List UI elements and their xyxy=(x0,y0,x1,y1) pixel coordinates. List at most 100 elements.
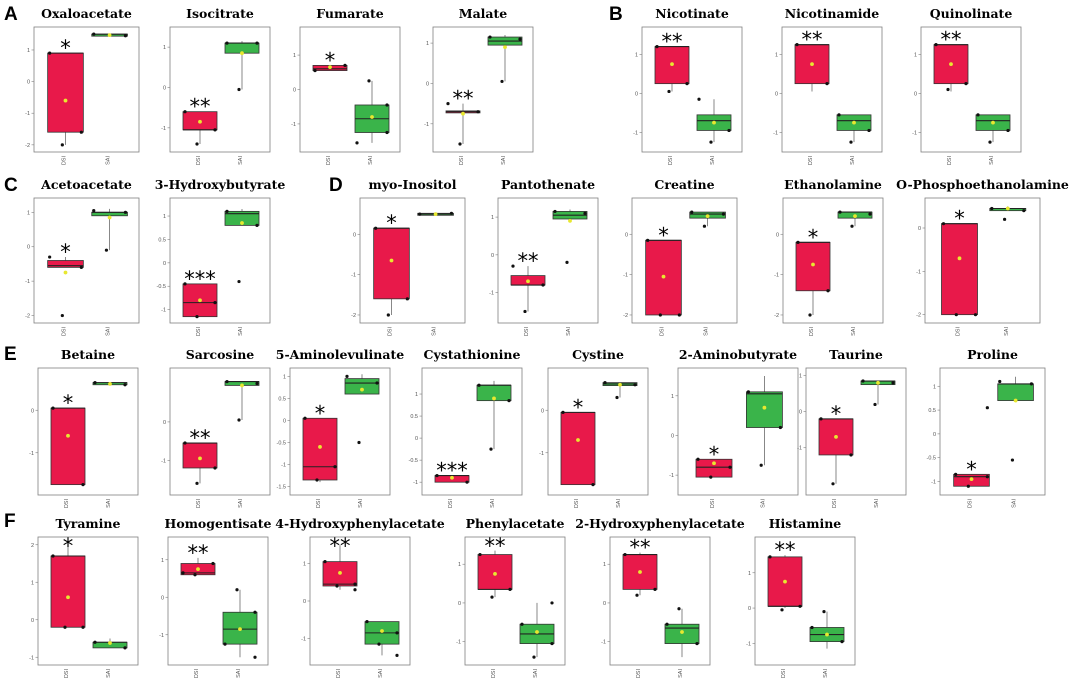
chart-cystathionine-dsi-xtick-label: DSI xyxy=(448,499,454,509)
chart-5-aminolevulinate-ytick-label: -1 xyxy=(281,463,286,469)
chart-2-aminobutyrate-sai-point xyxy=(778,425,783,430)
chart-myo-inositol-ytick-label: -2 xyxy=(351,313,356,319)
chart-nicotinamide: Nicotinamide -1 0 1 DSI SAI ** xyxy=(773,6,883,165)
chart-proline: Proline -1 -0.5 0 0.5 1 DSI SAI * xyxy=(927,347,1046,508)
chart-3-hydroxybutyrate-ytick-label: -1 xyxy=(161,308,166,314)
chart-2-aminobutyrate-sai-box xyxy=(746,391,783,428)
chart-betaine-sai-point xyxy=(123,383,127,387)
chart-isocitrate-dsi-point xyxy=(213,128,217,132)
chart-taurine-significance: * xyxy=(831,402,842,426)
chart-quinolinate-dsi-mean xyxy=(949,62,953,67)
chart-quinolinate-ytick-label: 0 xyxy=(914,91,917,97)
chart-phenylacetate-sai-xtick-label: SAI xyxy=(533,669,539,678)
chart-betaine-dsi-point xyxy=(51,406,55,410)
chart-cystathionine: Cystathionine -1 -0.5 0 0.5 1 DSI SAI *** xyxy=(409,347,523,509)
chart-myo-inositol-dsi-point xyxy=(374,226,378,230)
chart-isocitrate-dsi-point xyxy=(183,110,187,114)
chart-fumarate-sai-point xyxy=(367,79,371,83)
chart-proline-sai-box xyxy=(997,383,1034,401)
chart-5-aminolevulinate-ytick-label: 1 xyxy=(283,374,286,380)
chart-2-hydroxyphenylacetate-ytick-label: 1 xyxy=(603,562,606,568)
chart-creatine-dsi-xtick-label: DSI xyxy=(660,327,666,337)
chart-homogentisate-sai-point xyxy=(235,588,239,592)
chart-homogentisate-dsi-point xyxy=(211,561,215,566)
chart-ethanolamine-dsi-point xyxy=(796,240,800,244)
chart-o-phosphoethanolamine-sai-xtick-label: SAI xyxy=(1004,327,1010,336)
chart-homogentisate-ytick-label: 1 xyxy=(161,558,164,564)
chart-nicotinamide-ytick-label: -1 xyxy=(773,130,778,136)
chart-acetoacetate-dsi-box xyxy=(47,260,84,268)
chart-fumarate-sai-point xyxy=(385,103,389,107)
chart-nicotinate-sai-mean xyxy=(712,120,716,125)
chart-homogentisate-frame xyxy=(167,536,269,666)
chart-cystathionine-dsi-point xyxy=(435,473,439,478)
chart-cystine-sai-xtick-label: SAI xyxy=(616,499,622,508)
chart-acetoacetate-ytick-label: -1 xyxy=(25,279,30,285)
chart-nicotinamide-dsi-point xyxy=(825,82,829,86)
chart-oxaloacetate-sai-mean xyxy=(107,33,112,38)
chart-nicotinate: Nicotinate -1 0 1 DSI SAI ** xyxy=(633,6,743,165)
chart-2-hydroxyphenylacetate-dsi-point xyxy=(653,587,657,591)
chart-oxaloacetate-dsi-point xyxy=(48,51,52,55)
chart-tyramine-ytick-label: 2 xyxy=(31,543,34,549)
chart-pantothenate-dsi-point xyxy=(541,283,545,287)
chart-phenylacetate-sai-point xyxy=(532,655,536,659)
chart-creatine-ytick-label: 0 xyxy=(625,232,628,238)
chart-cystine-sai-mean xyxy=(618,382,622,387)
chart-isocitrate-ytick-label: 1 xyxy=(163,45,166,51)
chart-5-aminolevulinate-sai-point xyxy=(345,374,349,379)
chart-4-hydroxyphenylacetate-sai-point xyxy=(365,620,369,624)
chart-ethanolamine-ytick-label: -1 xyxy=(774,273,779,279)
panel-label-e: E xyxy=(4,344,17,365)
chart-creatine-dsi-mean xyxy=(661,274,666,279)
chart-homogentisate-dsi-xtick-label: DSI xyxy=(194,669,200,678)
chart-acetoacetate-dsi-mean xyxy=(63,270,68,275)
chart-myo-inositol-dsi-point xyxy=(405,297,409,301)
chart-cystine-title: Cystine xyxy=(572,347,624,362)
chart-isocitrate-dsi-point xyxy=(195,142,199,146)
chart-histamine-sai-xtick-label: SAI xyxy=(823,669,829,678)
chart-pantothenate-sai-mean xyxy=(568,218,572,223)
chart-pantothenate-sai-point xyxy=(553,209,557,214)
chart-cystine-ytick-label: -1 xyxy=(539,451,544,457)
chart-nicotinamide-sai-point xyxy=(867,128,871,133)
chart-2-aminobutyrate-dsi-xtick-label: DSI xyxy=(710,499,716,509)
chart-pantothenate-sai-point xyxy=(565,260,569,264)
chart-proline-sai-xtick-label: SAI xyxy=(1012,499,1018,508)
chart-phenylacetate-ytick-label: 1 xyxy=(458,562,461,568)
chart-tyramine-title: Tyramine xyxy=(56,516,121,531)
chart-4-hydroxyphenylacetate-dsi-point xyxy=(353,582,357,586)
chart-histamine-sai-point xyxy=(810,625,814,630)
chart-oxaloacetate-ytick-label: 0 xyxy=(27,80,30,86)
chart-malate-dsi-mean xyxy=(461,111,465,116)
chart-creatine-sai-xtick-label: SAI xyxy=(704,327,710,336)
chart-ethanolamine-dsi-point xyxy=(808,313,812,317)
chart-oxaloacetate-dsi-point xyxy=(60,143,64,147)
chart-4-hydroxyphenylacetate-frame xyxy=(309,536,411,666)
chart-malate-frame xyxy=(432,26,534,153)
chart-4-hydroxyphenylacetate-dsi-point xyxy=(353,588,357,592)
chart-malate-dsi-point xyxy=(476,110,480,114)
chart-histamine-dsi-point xyxy=(768,555,772,559)
chart-acetoacetate-significance: * xyxy=(60,240,71,264)
chart-3-hydroxybutyrate-title: 3-Hydroxybutyrate xyxy=(155,177,286,192)
chart-pantothenate-significance: ** xyxy=(518,249,539,273)
chart-cystathionine-sai-xtick-label: SAI xyxy=(490,499,496,508)
chart-cystine-dsi-mean xyxy=(576,438,580,442)
chart-creatine-frame xyxy=(631,197,738,324)
chart-2-aminobutyrate-frame xyxy=(677,367,799,496)
chart-cystine-ytick-label: 0 xyxy=(541,408,544,414)
chart-malate-significance: ** xyxy=(453,87,474,111)
chart-creatine: Creatine -2 -1 0 DSI SAI * xyxy=(623,177,738,337)
chart-betaine-sai-xtick-label: SAI xyxy=(106,499,112,508)
panel-label-d: D xyxy=(329,175,343,196)
chart-histamine-frame xyxy=(754,536,856,666)
chart-malate: Malate -1 0 1 DSI SAI ** xyxy=(424,6,534,165)
chart-taurine-dsi-mean xyxy=(834,435,838,439)
chart-o-phosphoethanolamine-sai-point xyxy=(1022,209,1026,213)
chart-fumarate-sai-point xyxy=(355,141,359,145)
chart-2-hydroxyphenylacetate-sai-xtick-label: SAI xyxy=(678,669,684,678)
chart-pantothenate-ytick-label: 1 xyxy=(491,215,494,221)
chart-3-hydroxybutyrate-ytick-label: 0.5 xyxy=(158,237,166,243)
chart-cystine-frame xyxy=(547,367,649,496)
